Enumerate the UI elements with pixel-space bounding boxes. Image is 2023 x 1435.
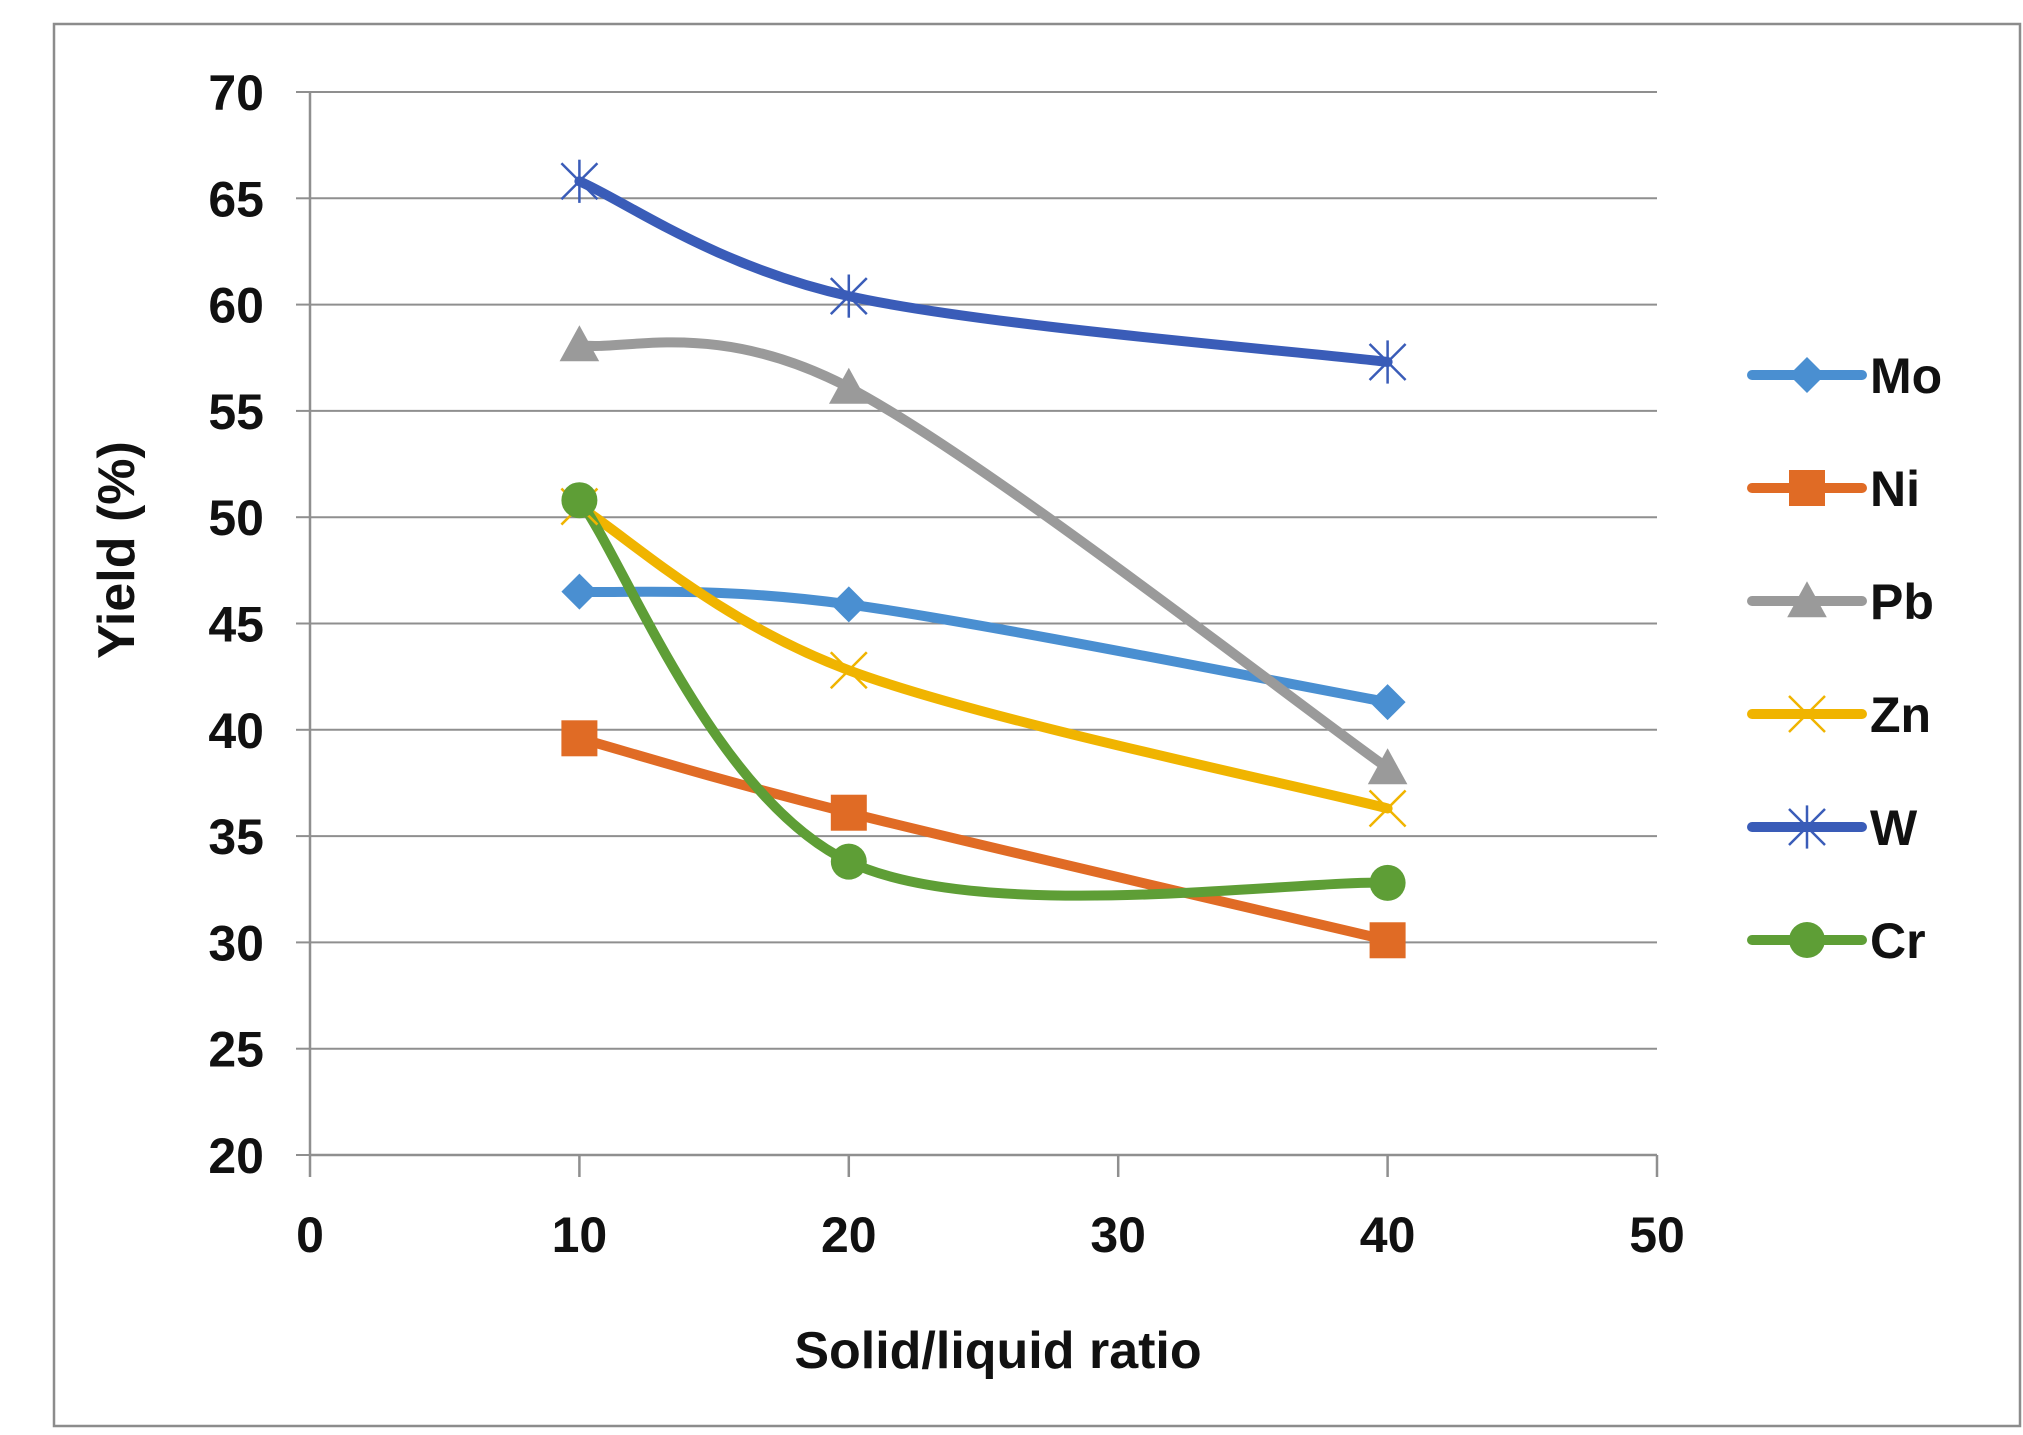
y-tick-label: 40 — [208, 703, 264, 759]
axes: 20 25 30 35 40 45 50 55 60 65 70 0 10 20 30 40 50 — [208, 65, 1684, 1263]
legend-label-pb: Pb — [1870, 574, 1934, 630]
y-tick-label: 55 — [208, 384, 264, 440]
y-tick-label: 70 — [208, 65, 264, 121]
data-point-w — [1368, 340, 1407, 384]
legend-marker-zn — [1788, 695, 1826, 733]
data-point-w — [560, 159, 599, 203]
series-line-ni — [574, 733, 1393, 946]
x-tick-label: 50 — [1629, 1207, 1685, 1263]
data-point-ni — [1369, 922, 1406, 959]
legend-marker-w — [1788, 805, 1826, 849]
y-tick-label: 65 — [208, 171, 264, 227]
data-point-mo — [830, 586, 867, 623]
data-point-cr — [561, 482, 598, 519]
gridlines — [310, 91, 1657, 1050]
y-tick-label: 20 — [208, 1128, 264, 1184]
y-axis-title: Yield (%) — [88, 441, 146, 659]
legend: Mo Ni Pb Zn W Cr — [1747, 348, 1942, 969]
x-tick-label: 20 — [821, 1207, 877, 1263]
legend-label-ni: Ni — [1870, 461, 1920, 517]
legend-marker-cr — [1789, 922, 1825, 958]
data-point-zn — [829, 651, 868, 690]
legend-marker-ni — [1789, 470, 1825, 506]
series-line-zn — [574, 501, 1393, 814]
y-tick-label: 45 — [208, 597, 264, 653]
x-axis-title: Solid/liquid ratio — [794, 1322, 1201, 1380]
data-point-pb — [1367, 748, 1408, 785]
y-tick-label: 30 — [208, 915, 264, 971]
x-tick-label: 30 — [1090, 1207, 1146, 1263]
legend-label-zn: Zn — [1870, 687, 1931, 743]
series-line-pb — [574, 337, 1393, 774]
y-tick-label: 35 — [208, 809, 264, 865]
legend-label-mo: Mo — [1870, 348, 1942, 404]
data-point-pb — [559, 325, 600, 362]
legend-marker-mo — [1789, 357, 1825, 393]
y-tick-label: 50 — [208, 490, 264, 546]
y-tick-label: 25 — [208, 1022, 264, 1078]
y-tick-label: 60 — [208, 278, 264, 334]
data-point-ni — [830, 794, 867, 831]
x-tick-label: 0 — [296, 1207, 324, 1263]
x-tick-label: 40 — [1360, 1207, 1416, 1263]
data-point-zn — [1368, 789, 1407, 828]
series-markers — [559, 159, 1408, 959]
data-point-pb — [829, 367, 869, 404]
x-tick-label: 10 — [552, 1207, 608, 1263]
data-point-mo — [561, 573, 598, 610]
data-point-mo — [1369, 684, 1406, 721]
data-point-cr — [1369, 864, 1406, 901]
legend-label-cr: Cr — [1870, 913, 1926, 969]
data-point-ni — [561, 720, 598, 757]
legend-label-w: W — [1870, 800, 1918, 856]
series-line-w — [574, 176, 1393, 368]
data-point-w — [829, 274, 868, 318]
legend-marker-pb — [1787, 581, 1827, 618]
data-point-cr — [830, 843, 867, 880]
